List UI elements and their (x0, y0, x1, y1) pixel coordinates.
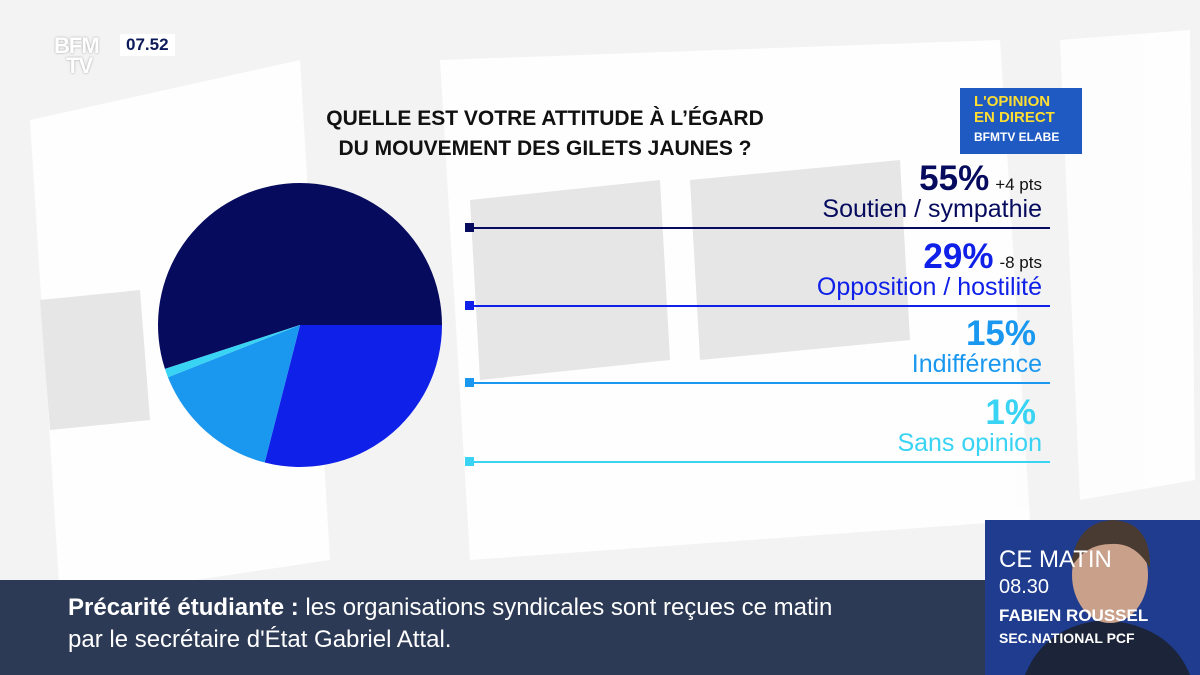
legend-marker-soutien (465, 223, 474, 232)
badge-line-2: EN DIRECT (974, 109, 1055, 126)
legend-rule-soutien (468, 227, 1050, 229)
guest-time-label: CE MATIN (999, 546, 1112, 573)
legend-marker-sans-opinion (465, 457, 474, 466)
legend-value-sans-opinion: 1% (985, 393, 1036, 432)
chart-title-line-1: QUELLE EST VOTRE ATTITUDE À L’ÉGARD (326, 107, 764, 130)
legend-item-sans-opinion: 1% Sans opinion (460, 394, 1050, 474)
ticker-text-1: les organisations syndicales sont reçues… (305, 594, 833, 621)
guest-role: SEC.NATIONAL PCF (999, 630, 1135, 646)
badge-line-3: BFMTV ELABE (974, 130, 1060, 144)
legend-label-opposition: Opposition / hostilité (816, 273, 1042, 301)
guest-panel: CE MATIN 08.30 FABIEN ROUSSEL SEC.NATION… (985, 520, 1200, 675)
legend-item-opposition: 29% -8 pts Opposition / hostilité (460, 238, 1050, 318)
pie-slice-soutien (157, 182, 442, 369)
logo-line-2: TV (66, 53, 93, 78)
ticker-separator: : (284, 594, 306, 621)
guest-photo (985, 520, 1200, 675)
bfmtv-logo: BFM TV (54, 33, 114, 84)
legend-label-sans-opinion: Sans opinion (897, 429, 1042, 457)
pie-slice-indifference (167, 325, 300, 463)
legend-item-soutien: 55% +4 pts Soutien / sympathie (460, 160, 1050, 240)
chart-title: QUELLE EST VOTRE ATTITUDE À L’ÉGARD DU M… (300, 104, 790, 164)
guest-name: FABIEN ROUSSEL (999, 606, 1149, 625)
logo-line-1: BFM (54, 33, 100, 58)
legend-value-indifference: 15% (965, 314, 1036, 353)
guest-time: 08.30 (999, 576, 1050, 598)
legend-delta-soutien: +4 pts (995, 175, 1042, 194)
legend-rule-sans-opinion (468, 461, 1050, 463)
legend-label-soutien: Soutien / sympathie (822, 195, 1042, 223)
pie-slice-opposition (264, 325, 442, 468)
legend-rule-indifference (468, 382, 1050, 384)
legend-value-soutien: 55% (919, 159, 990, 198)
ticker-line-2: par le secrétaire d'État Gabriel Attal. (68, 626, 452, 653)
legend-marker-indifference (465, 378, 474, 387)
chart-title-line-2: DU MOUVEMENT DES GILETS JAUNES ? (338, 137, 752, 160)
legend-rule-opposition (468, 305, 1050, 307)
pie-chart (157, 182, 442, 468)
pie-slice-sans-opinion (164, 325, 300, 378)
opinion-en-direct-badge: L'OPINION EN DIRECT BFMTV ELABE (960, 88, 1082, 154)
legend-item-indifference: 15% Indifférence (460, 315, 1050, 395)
ticker-topic: Précarité étudiante (68, 594, 285, 621)
clock-time: 07.52 (120, 34, 175, 56)
legend-marker-opposition (465, 301, 474, 310)
legend-value-opposition: 29% (923, 237, 994, 276)
ticker-line-1: Précarité étudiante : les organisations … (68, 594, 832, 622)
legend-delta-opposition: -8 pts (999, 253, 1042, 272)
legend-label-indifference: Indifférence (911, 350, 1042, 378)
badge-line-1: L'OPINION (974, 93, 1051, 110)
